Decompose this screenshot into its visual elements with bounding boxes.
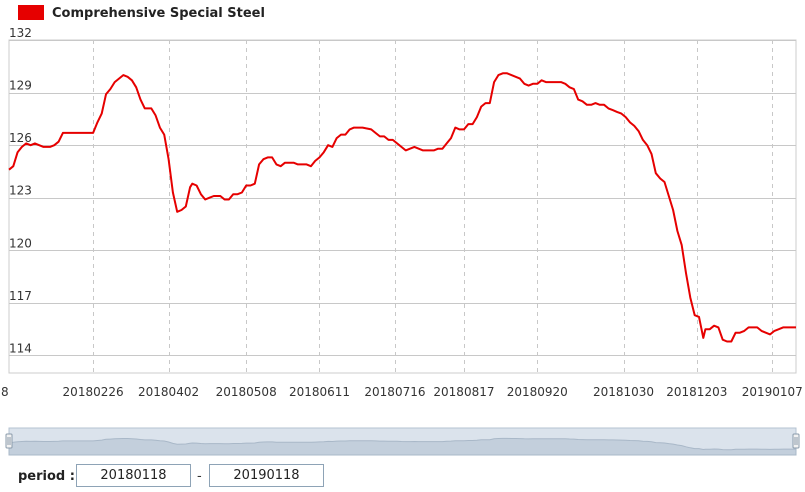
- plot-frame: [8, 39, 797, 374]
- x-tick-label: 20180920: [507, 385, 568, 399]
- navigator-series-area: [8, 437, 797, 456]
- y-axis-ticks: 114 117 120 123 126 129 132: [9, 26, 32, 355]
- x-tick-label: 20181203: [666, 385, 727, 399]
- x-axis-ticks: 8 20180226 20180402 20180508 20180611 2018071…: [1, 385, 803, 399]
- x-tick-label: 20180402: [138, 385, 199, 399]
- x-tick-label: 20180611: [289, 385, 350, 399]
- series-layer: [8, 72, 796, 343]
- y-tick-label: 132: [9, 26, 32, 40]
- series-line: [8, 72, 796, 343]
- period-start-input[interactable]: [76, 464, 191, 487]
- x-tick-label: 20190107: [742, 385, 803, 399]
- legend-swatch[interactable]: [18, 5, 44, 20]
- y-tick-label: 117: [9, 289, 32, 303]
- period-selector: period : -: [0, 462, 805, 492]
- navigator-handle-left[interactable]: [5, 433, 13, 449]
- y-tick-label: 126: [9, 131, 32, 145]
- y-tick-label: 114: [9, 341, 32, 355]
- x-tick-label: 20180508: [216, 385, 277, 399]
- y-tick-label: 123: [9, 184, 32, 198]
- period-label: period :: [18, 469, 75, 484]
- range-navigator[interactable]: [5, 427, 800, 456]
- navigator-handle-right[interactable]: [792, 433, 800, 449]
- x-tick-label: 20180226: [63, 385, 124, 399]
- y-tick-label: 120: [9, 236, 32, 250]
- line-chart: Comprehensive Special Steel 114 117 120 123…: [1, 5, 803, 456]
- period-separator: -: [197, 469, 202, 484]
- x-tick-label: 8: [1, 385, 9, 399]
- period-end-input[interactable]: [209, 464, 324, 487]
- x-tick-label: 20180817: [433, 385, 494, 399]
- legend-label[interactable]: Comprehensive Special Steel: [52, 6, 265, 21]
- legend[interactable]: Comprehensive Special Steel: [18, 5, 265, 21]
- y-tick-label: 129: [9, 79, 32, 93]
- x-tick-label: 20181030: [593, 385, 654, 399]
- grid: [8, 39, 797, 374]
- x-tick-label: 20180716: [364, 385, 425, 399]
